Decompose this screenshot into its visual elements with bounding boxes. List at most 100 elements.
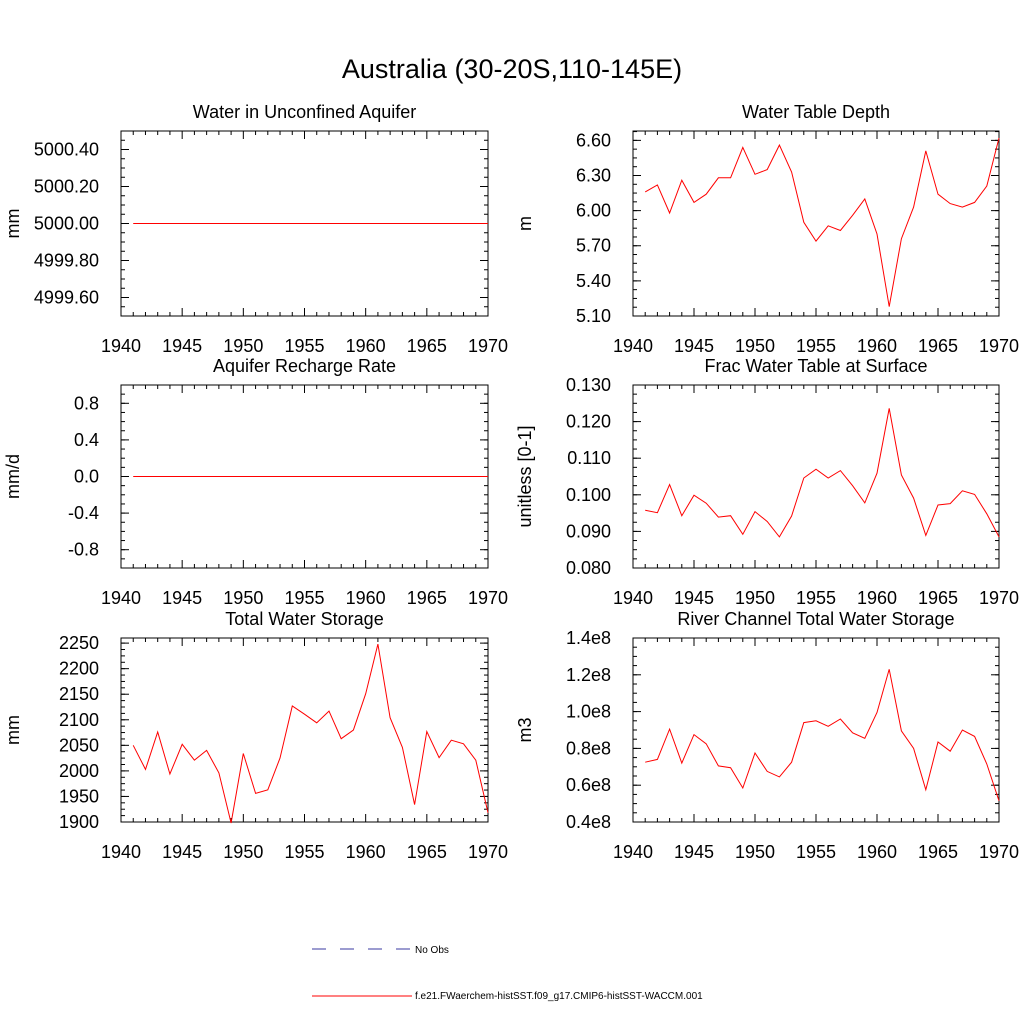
x-tick-label: 1940	[101, 842, 141, 862]
x-tick-label: 1965	[918, 336, 958, 356]
y-tick-label: 5.70	[576, 236, 611, 256]
y-tick-label: 4999.80	[34, 251, 99, 271]
x-tick-label: 1950	[735, 588, 775, 608]
x-tick-label: 1955	[284, 842, 324, 862]
x-tick-label: 1945	[674, 842, 714, 862]
y-tick-label: 2000	[59, 761, 99, 781]
y-tick-label: 0.120	[566, 412, 611, 432]
x-tick-label: 1950	[735, 842, 775, 862]
y-tick-label: 6.60	[576, 130, 611, 150]
x-tick-label: 1940	[613, 842, 653, 862]
y-tick-label: 4999.60	[34, 288, 99, 308]
y-tick-label: -0.4	[68, 503, 99, 523]
y-tick-label: 0.080	[566, 558, 611, 578]
x-tick-label: 1960	[857, 842, 897, 862]
plot-frame	[632, 384, 1000, 569]
x-tick-label: 1940	[613, 588, 653, 608]
x-tick-label: 1970	[468, 842, 508, 862]
y-tick-label: 0.8	[74, 393, 99, 413]
chart-panel: River Channel Total Water Storage m3 1940 1…	[515, 609, 1019, 862]
y-tick-label: 0.090	[566, 521, 611, 541]
chart-panel: Water Table Depth m 1940 1945 1950 1955 1960 19…	[515, 102, 1019, 356]
series-line	[132, 643, 489, 824]
legend-label-model: f.e21.FWaerchem-histSST.f09_g17.CMIP6-hi…	[415, 991, 703, 1002]
series-line	[645, 408, 1000, 538]
x-tick-label: 1965	[407, 336, 447, 356]
x-tick-label: 1965	[918, 588, 958, 608]
panel-title: Frac Water Table at Surface	[704, 356, 927, 376]
x-tick-label: 1960	[346, 588, 386, 608]
y-tick-label: 1950	[59, 786, 99, 806]
y-tick-label: 0.4	[74, 430, 99, 450]
y-tick-label: 0.100	[566, 485, 611, 505]
x-tick-label: 1955	[284, 588, 324, 608]
x-tick-label: 1940	[101, 588, 141, 608]
figure-title: Australia (30-20S,110-145E)	[341, 54, 683, 84]
x-tick-label: 1950	[223, 842, 263, 862]
x-tick-label: 1945	[162, 842, 202, 862]
y-axis-label: m	[515, 216, 535, 231]
y-tick-label: 2100	[59, 710, 99, 730]
y-axis-label: mm	[3, 715, 23, 745]
x-tick-label: 1955	[796, 588, 836, 608]
x-tick-label: 1965	[407, 588, 447, 608]
y-tick-label: 6.30	[576, 165, 611, 185]
y-tick-label: 5000.20	[34, 177, 99, 197]
plot-frame	[632, 637, 1000, 823]
y-tick-label: 6.00	[576, 201, 611, 221]
y-tick-label: 0.6e8	[566, 775, 611, 795]
plot-frame	[632, 130, 1000, 317]
chart-panel: Water in Unconfined Aquifer mm 1940 1945 195…	[3, 102, 508, 356]
series-line	[645, 669, 1000, 801]
x-tick-label: 1955	[796, 336, 836, 356]
y-tick-label: 1.4e8	[566, 628, 611, 648]
y-tick-label: -0.8	[68, 540, 99, 560]
x-tick-label: 1950	[223, 588, 263, 608]
legend-label-no-obs: No Obs	[415, 945, 449, 956]
x-tick-label: 1970	[468, 336, 508, 356]
x-tick-label: 1950	[223, 336, 263, 356]
x-tick-label: 1970	[979, 842, 1019, 862]
chart-panel: Frac Water Table at Surface unitless [0-1…	[515, 356, 1019, 608]
x-tick-label: 1970	[979, 336, 1019, 356]
x-tick-label: 1965	[918, 842, 958, 862]
plot-frame	[120, 637, 489, 823]
x-tick-label: 1960	[857, 336, 897, 356]
y-tick-label: 5000.00	[34, 214, 99, 234]
y-tick-label: 2250	[59, 633, 99, 653]
x-tick-label: 1965	[407, 842, 447, 862]
x-tick-label: 1945	[674, 336, 714, 356]
series-line	[644, 137, 1000, 307]
legend: No Obs f.e21.FWaerchem-histSST.f09_g17.C…	[312, 945, 703, 1002]
panel-title: Water Table Depth	[742, 102, 890, 122]
x-tick-label: 1945	[162, 588, 202, 608]
y-tick-label: 5.10	[576, 306, 611, 326]
panel-title: River Channel Total Water Storage	[677, 609, 954, 629]
x-tick-label: 1955	[796, 842, 836, 862]
panel-title: Total Water Storage	[225, 609, 383, 629]
y-tick-label: 0.110	[567, 448, 611, 468]
panel-title: Water in Unconfined Aquifer	[193, 102, 416, 122]
x-tick-label: 1970	[979, 588, 1019, 608]
y-tick-label: 0.4e8	[566, 812, 611, 832]
x-tick-label: 1960	[346, 842, 386, 862]
x-tick-label: 1955	[284, 336, 324, 356]
y-tick-label: 0.0	[74, 467, 99, 487]
x-tick-label: 1960	[346, 336, 386, 356]
y-axis-label: mm/d	[3, 454, 23, 499]
x-tick-label: 1940	[101, 336, 141, 356]
y-tick-label: 0.130	[566, 375, 611, 395]
chart-panel: Total Water Storage mm 1940 1945 1950 1955 196…	[3, 609, 508, 862]
x-tick-label: 1940	[613, 336, 653, 356]
y-tick-label: 2200	[59, 659, 99, 679]
y-axis-label: m3	[515, 717, 535, 742]
chart-panel: Aquifer Recharge Rate mm/d 1940 1945 1950 195…	[3, 356, 508, 608]
y-axis-label: unitless [0-1]	[515, 425, 535, 527]
panel-title: Aquifer Recharge Rate	[213, 356, 396, 376]
y-tick-label: 5000.40	[34, 140, 99, 160]
y-tick-label: 1900	[59, 812, 99, 832]
y-tick-label: 1.0e8	[566, 702, 611, 722]
y-tick-label: 1.2e8	[566, 665, 611, 685]
y-tick-label: 2050	[59, 735, 99, 755]
